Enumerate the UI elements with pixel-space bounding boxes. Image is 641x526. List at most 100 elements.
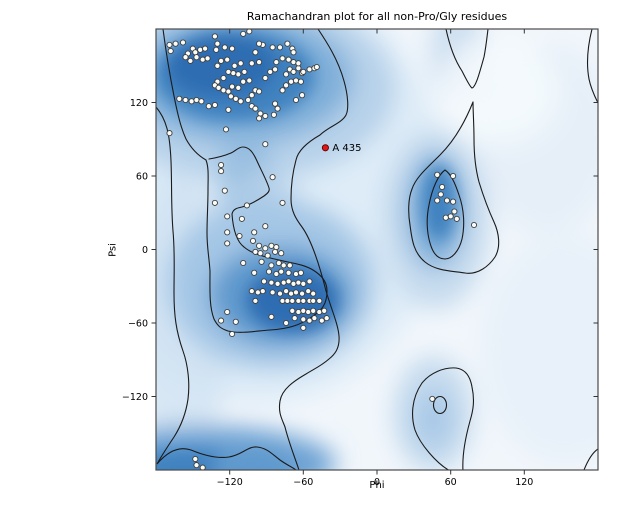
- residue-point: [278, 250, 285, 257]
- residue-point: [283, 82, 290, 89]
- residue-point: [222, 126, 230, 133]
- highlight-group: A 435: [321, 143, 362, 154]
- residue-point: [269, 174, 276, 181]
- residue-point: [224, 240, 231, 247]
- residue-point: [292, 77, 300, 84]
- residue-point: [256, 59, 263, 66]
- residue-point: [204, 55, 211, 62]
- contour-right-edge: [587, 29, 598, 104]
- residue-point: [299, 290, 306, 297]
- residue-point: [297, 269, 304, 276]
- residue-point: [256, 242, 263, 249]
- residue-point: [193, 96, 200, 104]
- residue-point: [218, 168, 225, 175]
- residue-point: [167, 47, 174, 55]
- residue-point: [252, 248, 259, 255]
- residue-point: [284, 297, 291, 304]
- residue-point: [300, 324, 307, 331]
- residue-point: [245, 96, 252, 104]
- residue-point: [290, 280, 297, 287]
- contour-ring: [432, 395, 448, 415]
- residue-point: [240, 78, 247, 85]
- residue-point: [199, 464, 206, 470]
- residue-point: [269, 44, 276, 51]
- residue-point: [193, 54, 200, 61]
- contour-top-finger: [445, 29, 489, 89]
- residue-point: [258, 258, 265, 265]
- residue-point: [197, 46, 204, 53]
- residue-point: [192, 49, 199, 56]
- residue-point: [295, 65, 302, 72]
- residue-point: [437, 191, 444, 198]
- residue-point: [259, 288, 266, 295]
- residue-point: [211, 101, 218, 109]
- residue-point: [198, 98, 205, 105]
- highlight-label: A 435: [332, 143, 361, 154]
- residue-point: [300, 280, 307, 287]
- residue-point: [224, 56, 231, 63]
- residue-point: [273, 270, 280, 278]
- residue-point: [274, 105, 281, 112]
- residue-point: [268, 262, 275, 269]
- residue-point: [310, 307, 317, 314]
- residue-point: [300, 307, 307, 314]
- residue-point: [224, 308, 231, 316]
- x-tick-label: 60: [445, 477, 457, 488]
- residue-point: [229, 83, 236, 90]
- residue-point: [299, 92, 306, 99]
- residue-point: [434, 171, 441, 178]
- residue-point: [251, 229, 258, 236]
- residue-point: [286, 262, 293, 269]
- highlight-point: [321, 144, 329, 152]
- x-tick-label: −120: [217, 477, 243, 488]
- y-tick-label: −60: [128, 319, 148, 330]
- residue-point: [295, 297, 302, 304]
- residue-point: [218, 161, 225, 169]
- residue-point: [221, 187, 228, 194]
- residue-point: [267, 68, 274, 75]
- residue-point: [290, 68, 297, 75]
- residue-point: [252, 297, 259, 304]
- residue-point: [224, 213, 231, 220]
- x-tick-label: 120: [515, 477, 533, 488]
- residue-point: [283, 288, 290, 295]
- residue-point: [256, 40, 263, 47]
- residue-point: [269, 289, 276, 296]
- residue-point: [211, 33, 218, 40]
- residue-point: [278, 268, 285, 275]
- residue-point: [289, 297, 296, 304]
- residue-point: [272, 100, 279, 107]
- residue-point: [257, 110, 264, 117]
- residue-point: [321, 307, 328, 314]
- residue-point: [451, 208, 458, 215]
- residue-point: [279, 297, 286, 304]
- residue-point: [252, 49, 259, 56]
- contour-bottom-right: [412, 367, 475, 470]
- residue-point: [316, 308, 323, 316]
- residue-point: [243, 202, 250, 209]
- residue-point: [279, 199, 286, 206]
- residue-point: [272, 66, 279, 73]
- residue-point: [236, 232, 243, 240]
- residue-point: [256, 88, 263, 95]
- residue-point: [306, 66, 313, 73]
- residue-point: [187, 57, 194, 64]
- y-tick-label: −120: [122, 392, 148, 403]
- residue-point: [291, 315, 298, 322]
- residue-point: [262, 74, 269, 82]
- residue-point: [260, 278, 268, 285]
- residue-point: [288, 78, 295, 85]
- residue-point: [272, 248, 279, 255]
- residue-point: [280, 279, 287, 286]
- residue-point: [279, 87, 286, 94]
- residue-point: [166, 41, 173, 48]
- contour-outer-left: [156, 106, 297, 470]
- residue-point: [225, 68, 232, 75]
- residue-point: [300, 297, 307, 304]
- y-tick-label: 0: [142, 245, 148, 256]
- residue-point: [268, 242, 275, 249]
- residue-point: [297, 78, 304, 85]
- residue-point: [295, 279, 302, 286]
- contour-outer-lalpha: [408, 101, 500, 274]
- residue-point: [240, 30, 247, 37]
